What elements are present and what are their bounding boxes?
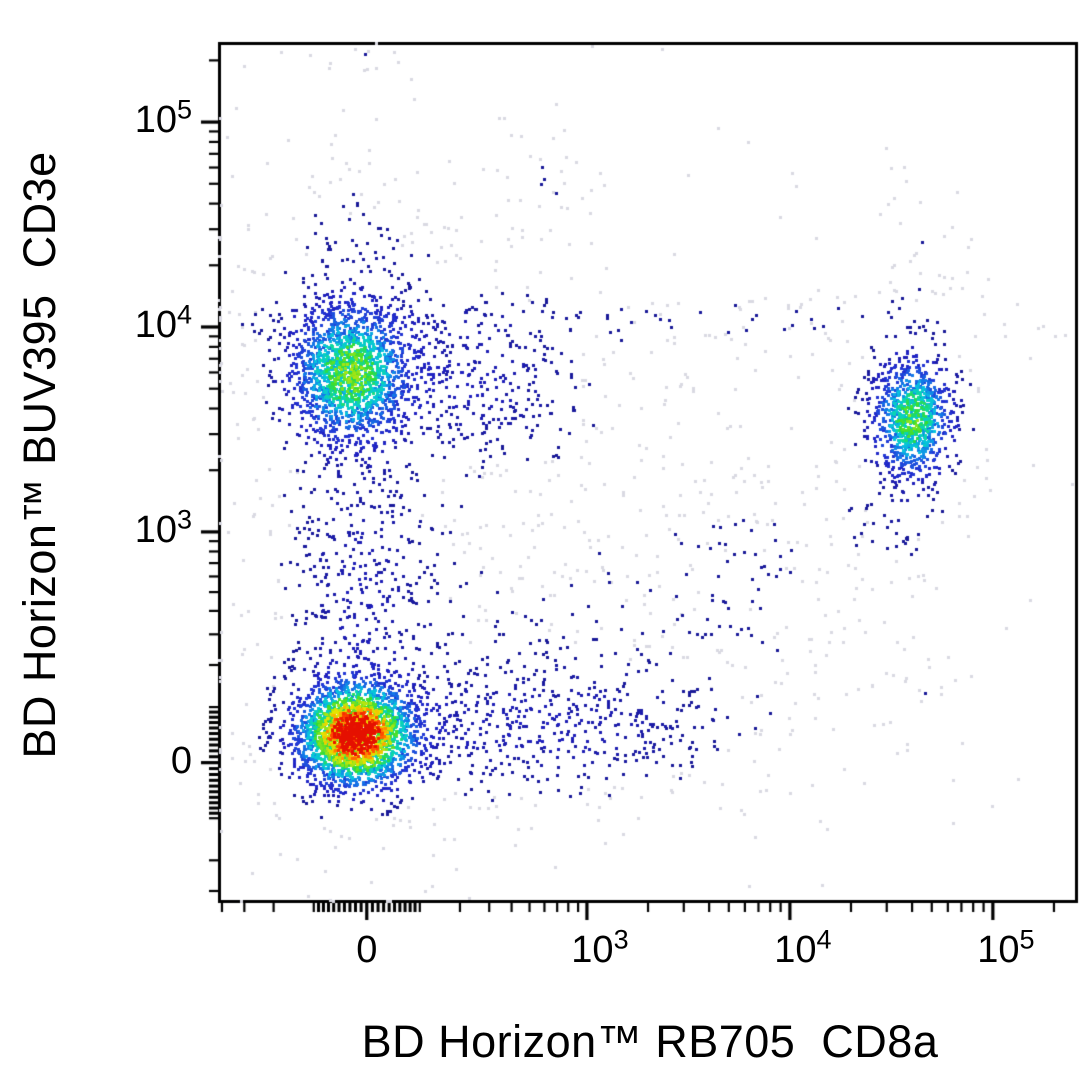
tick-base: 10 <box>774 929 817 971</box>
tick-base: 10 <box>134 508 177 551</box>
tick-base: 10 <box>134 303 177 346</box>
x-tick-label: 104 <box>733 926 873 971</box>
y-axis-title: BD Horizon™ BUV395 CD3e <box>14 151 65 759</box>
y-tick-label: 103 <box>0 506 192 551</box>
tick-base: 0 <box>170 739 192 782</box>
tick-base: 0 <box>356 929 378 971</box>
tick-base: 10 <box>134 99 177 142</box>
x-axis-title: BD Horizon™ RB705 CD8a <box>361 1016 939 1067</box>
tick-exponent: 4 <box>176 299 192 330</box>
tick-exponent: 3 <box>176 504 192 535</box>
y-tick-label: 105 <box>0 96 192 142</box>
y-tick-label: 104 <box>0 301 192 346</box>
x-tick-label: 0 <box>297 930 437 970</box>
tick-exponent: 3 <box>613 924 629 955</box>
tick-exponent: 4 <box>816 924 832 955</box>
x-tick-label: 103 <box>530 926 670 971</box>
tick-base: 10 <box>977 929 1020 971</box>
y-tick-label: 0 <box>0 741 192 781</box>
x-tick-label: 105 <box>936 926 1076 971</box>
tick-exponent: 5 <box>176 94 192 125</box>
tick-exponent: 5 <box>1019 924 1035 955</box>
tick-base: 10 <box>571 929 614 971</box>
